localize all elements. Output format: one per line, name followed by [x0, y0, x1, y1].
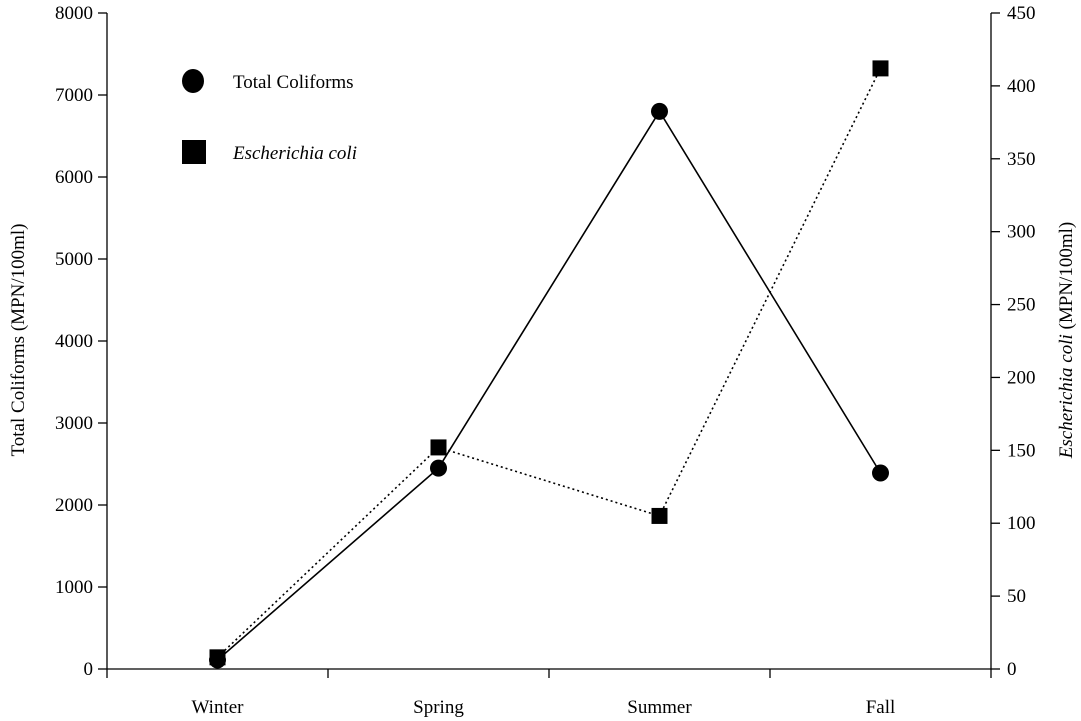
series-line-0: [216, 109, 882, 661]
y-left-tick-label: 6000: [55, 167, 93, 188]
y-left-tick-label: 5000: [55, 249, 93, 270]
point-total-coliforms: [651, 102, 668, 120]
y-left-tick-label: 4000: [55, 331, 93, 352]
plot-series: [209, 60, 889, 669]
point-e-coli: [872, 60, 889, 77]
y-left-tick-label: 1000: [55, 577, 93, 598]
y-right-tick-label: 400: [1007, 76, 1036, 97]
y-left-tick-label: 2000: [55, 495, 93, 516]
y-right-tick-label: 150: [1007, 440, 1036, 461]
y-left-tick-label: 3000: [55, 413, 93, 434]
y-left-tick-label: 0: [84, 659, 94, 680]
y-axis-left: 0 1000 2000 3000 4000 5000 6000 7000 8000: [55, 3, 108, 680]
point-e-coli: [651, 507, 668, 524]
point-e-coli: [430, 439, 447, 456]
y-axis-right-title-rest: (MPN/100ml): [1056, 222, 1077, 334]
point-total-coliforms: [872, 464, 889, 482]
x-tick-label: Fall: [866, 697, 896, 718]
y-axis-left-title: Total Coliforms (MPN/100ml): [8, 223, 29, 456]
y-right-tick-label: 200: [1007, 367, 1036, 388]
legend-label: Total Coliforms: [233, 72, 354, 93]
point-total-coliforms: [430, 459, 447, 477]
legend-label: Escherichia coli: [232, 143, 357, 164]
y-right-tick-label: 250: [1007, 295, 1036, 316]
y-axis-right-title-italic: Escherichia coli: [1056, 334, 1077, 459]
y-right-tick-label: 100: [1007, 513, 1036, 534]
legend-marker-circle: [182, 69, 204, 93]
point-total-coliforms: [209, 651, 226, 669]
x-tick-label: Winter: [192, 697, 245, 718]
x-tick-label: Spring: [413, 697, 464, 718]
legend: Total Coliforms Escherichia coli: [182, 69, 357, 164]
y-right-tick-label: 300: [1007, 222, 1036, 243]
y-left-tick-label: 7000: [55, 85, 93, 106]
y-left-tick-label: 8000: [55, 3, 93, 24]
y-right-tick-label: 350: [1007, 149, 1036, 170]
y-axis-right-title: Escherichia coli (MPN/100ml): [1056, 222, 1077, 459]
y-right-tick-label: 0: [1007, 659, 1017, 680]
x-axis: Winter Spring Summer Fall: [106, 668, 992, 718]
y-right-tick-label: 50: [1007, 586, 1026, 607]
y-axis-right: 0 50 100 150 200 250 300 350 400 450: [990, 3, 1036, 680]
x-tick-label: Summer: [627, 697, 692, 718]
y-right-tick-label: 450: [1007, 3, 1036, 24]
legend-marker-square: [182, 140, 206, 164]
